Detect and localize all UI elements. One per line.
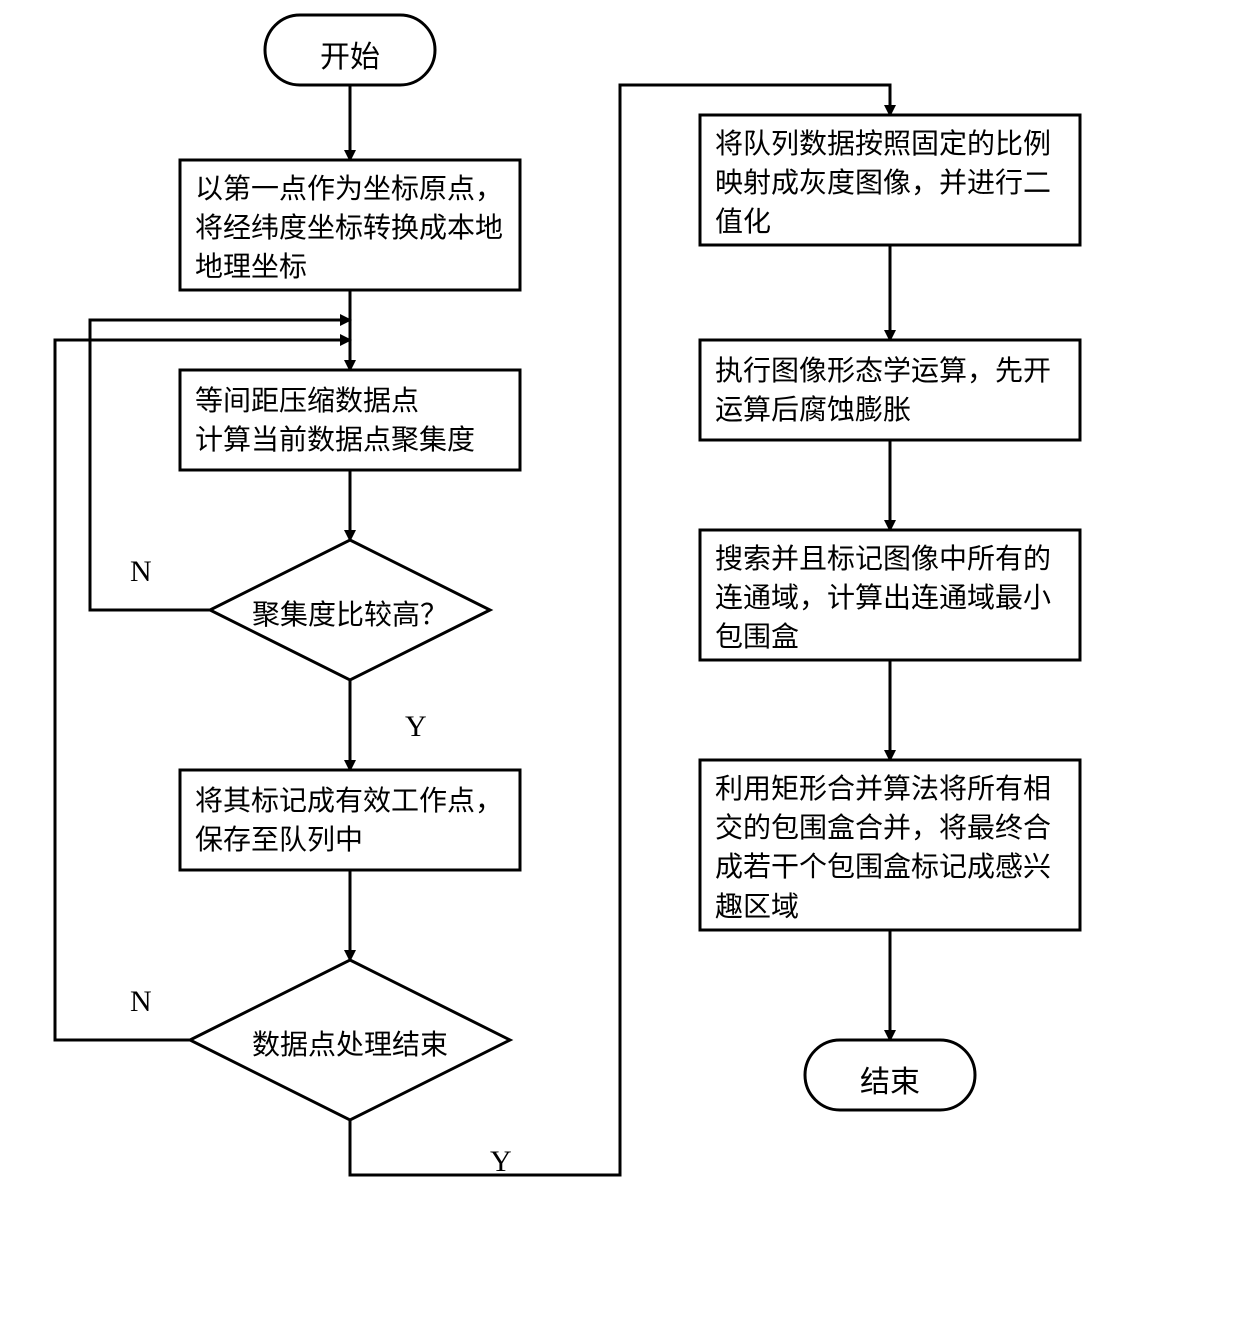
step1-label: 以第一点作为坐标原点，将经纬度坐标转换成本地地理坐标 — [195, 170, 505, 288]
step4-label: 将队列数据按照固定的比例映射成灰度图像，并进行二值化 — [715, 125, 1065, 243]
dec2-no-label: N — [130, 985, 152, 1019]
dec1-label: 聚集度比较高？ — [230, 593, 470, 633]
step5-label: 执行图像形态学运算，先开运算后腐蚀膨胀 — [715, 352, 1065, 430]
start-label: 开始 — [265, 32, 435, 76]
dec1-yes-label: Y — [405, 710, 427, 744]
step2-label: 等间距压缩数据点 计算当前数据点聚集度 — [195, 382, 505, 460]
dec2-yes-label: Y — [490, 1145, 512, 1179]
dec2-label: 数据点处理结束 — [230, 1023, 470, 1063]
step6-label: 搜索并且标记图像中所有的连通域，计算出连通域最小包围盒 — [715, 540, 1065, 658]
step7-label: 利用矩形合并算法将所有相交的包围盒合并，将最终合成若干个包围盒标记成感兴趣区域 — [715, 770, 1065, 927]
step3-label: 将其标记成有效工作点，保存至队列中 — [195, 782, 505, 860]
end-label: 结束 — [805, 1057, 975, 1101]
dec1-no-label: N — [130, 555, 152, 589]
